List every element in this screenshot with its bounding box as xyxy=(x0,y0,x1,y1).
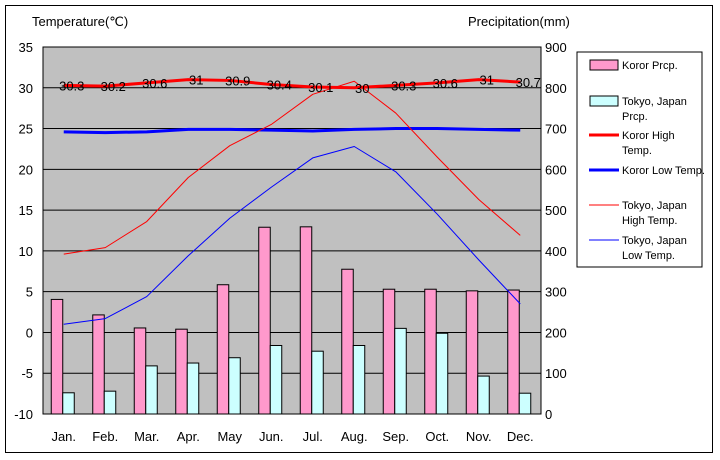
tokyo-precip-bar xyxy=(103,390,117,415)
koror-high-data-label: 30.6 xyxy=(142,76,167,91)
bar-marks xyxy=(50,226,532,415)
y-left-tick-label: 30 xyxy=(19,81,33,96)
koror-precip-bar xyxy=(341,268,354,415)
y-right-tick-label: 100 xyxy=(545,366,567,381)
legend-swatch xyxy=(589,95,619,107)
koror-precip-bar xyxy=(258,226,271,415)
koror-precip-bar xyxy=(92,314,105,415)
y-right-tick-label: 200 xyxy=(545,325,567,340)
koror-precip-bar xyxy=(50,298,64,415)
x-tick-label: Dec. xyxy=(507,429,534,444)
tokyo-precip-bar xyxy=(311,350,324,415)
tokyo-precip-bar xyxy=(186,362,200,415)
legend-label: Tokyo, Japan Prcp. xyxy=(622,96,687,123)
y-axis-left-title: Temperature(℃) xyxy=(32,14,128,29)
koror-high-data-label: 30 xyxy=(355,81,369,96)
y-right-tick-label: 600 xyxy=(545,162,567,177)
x-tick-label: Nov. xyxy=(466,429,492,444)
koror-high-data-label: 30.6 xyxy=(433,76,458,91)
y-left-tick-label: -10 xyxy=(14,407,33,422)
koror-high-data-label: 30.3 xyxy=(59,78,84,93)
y-axis-right-title: Precipitation(mm) xyxy=(468,14,570,29)
x-tick-label: Jun. xyxy=(259,429,284,444)
tick-labels: -10 -5 0 5 10 15 20 25 30 35 0 100 200 300 400 500 600 70… xyxy=(14,40,567,444)
legend-label: Koror Prcp. xyxy=(622,60,678,72)
legend: Koror Prcp. Tokyo, Japan Prcp. Koror High Te… xyxy=(576,51,705,268)
koror-high-data-label: 30.3 xyxy=(391,78,416,93)
x-tick-label: Feb. xyxy=(92,429,118,444)
legend-label: Koror High Temp. xyxy=(622,130,675,157)
x-tick-label: Apr. xyxy=(177,429,200,444)
tokyo-precip-bar xyxy=(435,332,449,415)
y-left-tick-label: 0 xyxy=(26,325,33,340)
tokyo-low-line xyxy=(63,145,521,325)
x-tick-label: Aug. xyxy=(341,429,368,444)
tokyo-precip-bar xyxy=(269,344,283,415)
y-left-tick-label: 35 xyxy=(19,40,33,55)
y-left-tick-label: -5 xyxy=(21,366,33,381)
koror-precip-bar xyxy=(465,290,479,415)
y-left-tick-label: 10 xyxy=(19,244,33,259)
y-right-tick-label: 0 xyxy=(545,407,552,422)
koror-precip-bar xyxy=(299,226,313,415)
legend-label: Tokyo, Japan High Temp. xyxy=(622,200,687,227)
x-tick-label: Jul. xyxy=(303,429,323,444)
x-tick-label: May xyxy=(217,429,242,444)
koror-precip-bar xyxy=(175,328,188,415)
tokyo-high-line xyxy=(63,80,521,255)
koror-high-data-label: 31 xyxy=(189,73,203,88)
koror-high-data-label: 30.7 xyxy=(516,75,541,90)
legend-label: Koror Low Temp. xyxy=(622,165,705,177)
y-right-tick-label: 500 xyxy=(545,203,567,218)
koror-high-data-label: 30.9 xyxy=(225,73,250,88)
y-right-tick-label: 700 xyxy=(545,122,567,137)
y-right-tick-label: 300 xyxy=(545,285,567,300)
legend-label: Tokyo, Japan Low Temp. xyxy=(622,235,687,262)
tokyo-precip-bar xyxy=(394,327,407,415)
tokyo-precip-bar xyxy=(228,357,241,415)
koror-precip-bar xyxy=(133,327,147,415)
plot-area xyxy=(42,46,542,415)
y-left-tick-label: 25 xyxy=(19,122,33,137)
x-tick-label: Jan. xyxy=(51,429,76,444)
x-tick-label: Oct. xyxy=(425,429,449,444)
tokyo-precip-bar xyxy=(62,392,75,415)
gridlines xyxy=(43,87,541,374)
tokyo-precip-bar xyxy=(477,375,490,415)
koror-precip-bar xyxy=(507,289,520,415)
koror-low-line xyxy=(63,127,521,135)
tokyo-precip-bar xyxy=(145,365,158,415)
koror-high-data-label: 31 xyxy=(480,73,494,88)
y-right-tick-label: 400 xyxy=(545,244,567,259)
y-left-tick-label: 20 xyxy=(19,162,33,177)
tokyo-precip-bar xyxy=(518,392,532,415)
legend-box xyxy=(576,51,703,268)
y-left-tick-label: 5 xyxy=(26,285,33,300)
koror-precip-bar xyxy=(382,288,396,415)
koror-high-data-label: 30.1 xyxy=(308,80,333,95)
line-series xyxy=(63,78,521,325)
data-labels: 30.3 30.2 30.6 31 30.9 30.4 30.1 30 30.3 30.6 31 30… xyxy=(59,73,541,96)
y-right-tick-label: 800 xyxy=(545,81,567,96)
y-right-tick-label: 900 xyxy=(545,40,567,55)
koror-high-line xyxy=(63,78,521,90)
legend-swatch xyxy=(589,59,619,71)
koror-high-data-label: 30.4 xyxy=(267,78,292,93)
koror-precip-bar xyxy=(216,284,230,415)
tokyo-precip-bar xyxy=(352,344,366,415)
koror-precip-bar xyxy=(424,288,437,415)
y-left-tick-label: 15 xyxy=(19,203,33,218)
koror-high-data-label: 30.2 xyxy=(101,79,126,94)
x-tick-label: Mar. xyxy=(134,429,159,444)
x-tick-label: Sep. xyxy=(382,429,409,444)
